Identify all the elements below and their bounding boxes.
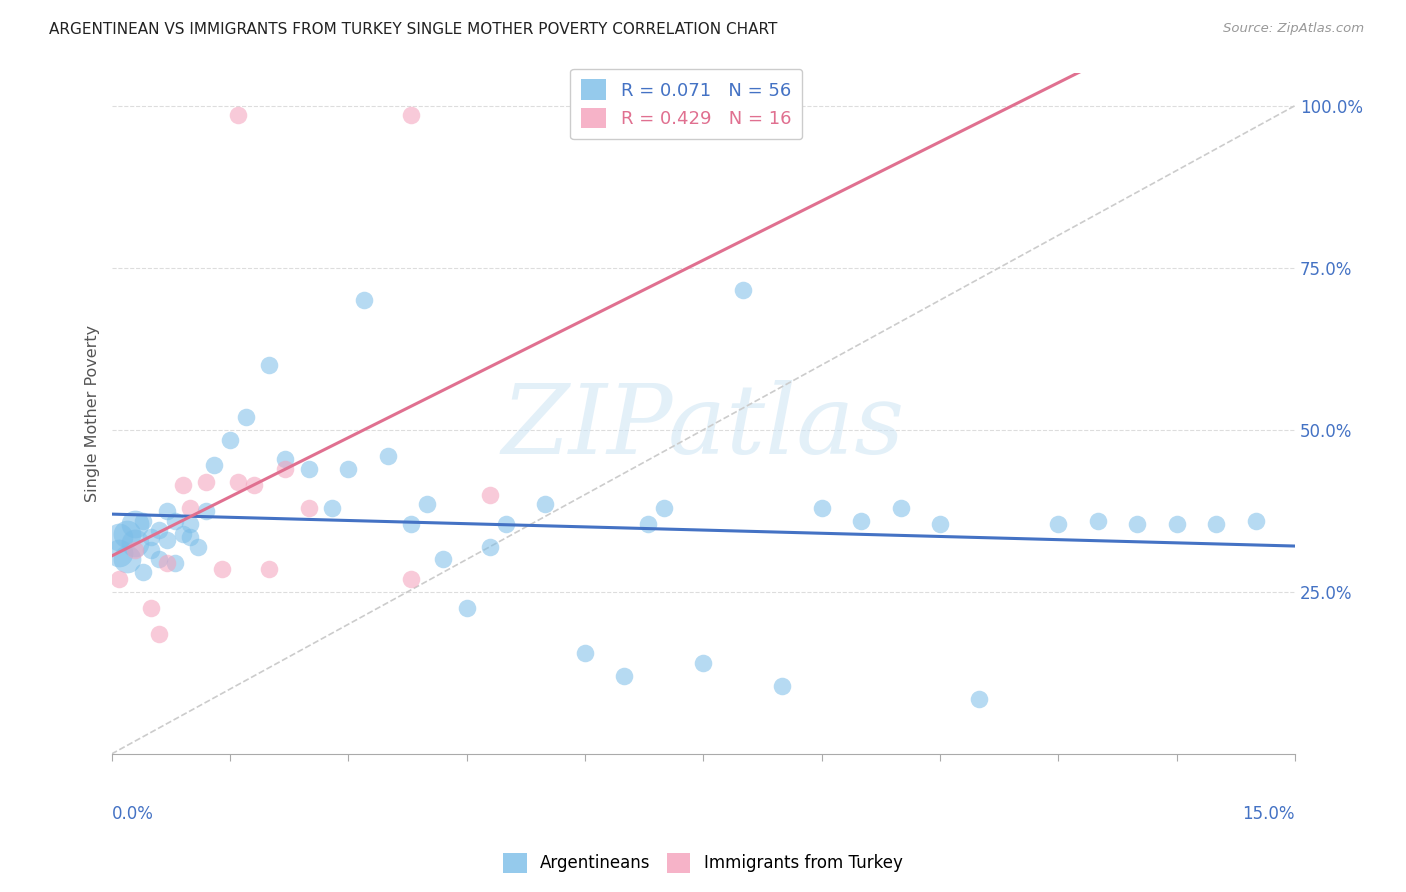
Point xyxy=(139,601,162,615)
Point xyxy=(148,552,170,566)
Point xyxy=(139,530,162,544)
Point xyxy=(242,478,264,492)
Point xyxy=(179,500,201,515)
Point xyxy=(235,409,257,424)
Legend: R = 0.071   N = 56, R = 0.429   N = 16: R = 0.071 N = 56, R = 0.429 N = 16 xyxy=(571,69,803,139)
Point xyxy=(401,572,423,586)
Point xyxy=(849,514,872,528)
Point xyxy=(156,533,179,547)
Point xyxy=(401,108,423,122)
Point xyxy=(1087,514,1109,528)
Point xyxy=(139,542,162,557)
Text: 0.0%: 0.0% xyxy=(111,805,153,823)
Point xyxy=(731,284,754,298)
Point xyxy=(1205,516,1227,531)
Point xyxy=(179,530,201,544)
Point xyxy=(770,679,793,693)
Point xyxy=(148,524,170,538)
Point xyxy=(574,647,596,661)
Point xyxy=(156,556,179,570)
Point xyxy=(353,293,375,307)
Point xyxy=(534,497,557,511)
Point xyxy=(377,449,399,463)
Point xyxy=(401,516,423,531)
Point xyxy=(1244,514,1267,528)
Point xyxy=(226,475,249,489)
Point xyxy=(298,461,321,475)
Point xyxy=(495,516,517,531)
Point xyxy=(479,540,502,554)
Point xyxy=(810,500,832,515)
Point xyxy=(259,562,281,576)
Point xyxy=(163,514,186,528)
Legend: Argentineans, Immigrants from Turkey: Argentineans, Immigrants from Turkey xyxy=(496,847,910,880)
Point xyxy=(969,691,991,706)
Point xyxy=(1126,516,1149,531)
Point xyxy=(156,504,179,518)
Text: ARGENTINEAN VS IMMIGRANTS FROM TURKEY SINGLE MOTHER POVERTY CORRELATION CHART: ARGENTINEAN VS IMMIGRANTS FROM TURKEY SI… xyxy=(49,22,778,37)
Point xyxy=(187,540,209,554)
Point xyxy=(108,530,131,544)
Point xyxy=(416,497,439,511)
Point xyxy=(172,526,194,541)
Point xyxy=(298,500,321,515)
Point xyxy=(172,478,194,492)
Point xyxy=(163,556,186,570)
Point xyxy=(124,536,146,550)
Point xyxy=(195,475,218,489)
Point xyxy=(479,488,502,502)
Point xyxy=(274,452,297,467)
Point xyxy=(274,461,297,475)
Point xyxy=(321,500,343,515)
Point xyxy=(337,461,360,475)
Point xyxy=(148,627,170,641)
Point xyxy=(124,542,146,557)
Point xyxy=(929,516,952,531)
Point xyxy=(226,108,249,122)
Point xyxy=(259,358,281,372)
Text: ZIPatlas: ZIPatlas xyxy=(502,380,905,475)
Point xyxy=(202,458,225,473)
Point xyxy=(613,669,636,683)
Text: 15.0%: 15.0% xyxy=(1243,805,1295,823)
Point xyxy=(1047,516,1070,531)
Point xyxy=(108,572,131,586)
Point xyxy=(117,526,139,541)
Point xyxy=(652,500,675,515)
Y-axis label: Single Mother Poverty: Single Mother Poverty xyxy=(86,325,100,502)
Point xyxy=(432,552,454,566)
Point xyxy=(132,514,155,528)
Point xyxy=(132,566,155,580)
Text: Source: ZipAtlas.com: Source: ZipAtlas.com xyxy=(1223,22,1364,36)
Point xyxy=(108,546,131,560)
Point xyxy=(195,504,218,518)
Point xyxy=(219,433,242,447)
Point xyxy=(637,516,659,531)
Point xyxy=(117,552,139,566)
Point xyxy=(179,516,201,531)
Point xyxy=(889,500,911,515)
Point xyxy=(456,601,478,615)
Point xyxy=(124,516,146,531)
Point xyxy=(211,562,233,576)
Point xyxy=(1166,516,1188,531)
Point xyxy=(692,656,714,670)
